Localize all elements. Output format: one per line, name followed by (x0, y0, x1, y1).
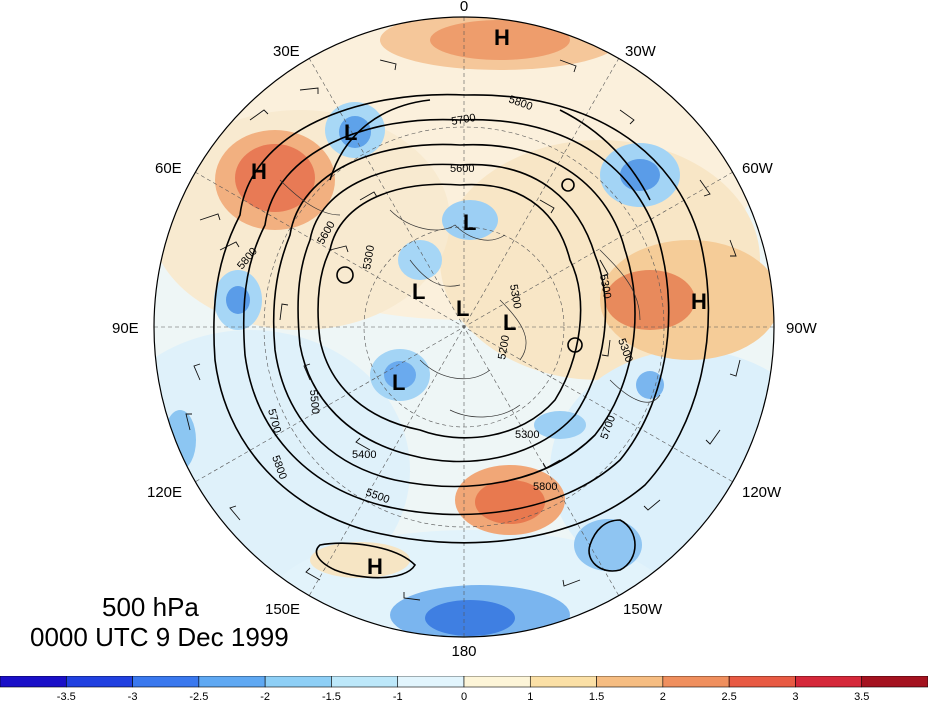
low-center: L (392, 370, 405, 395)
colorbar-box (662, 676, 730, 688)
contour-label: 5400 (352, 449, 376, 461)
map-border (153, 16, 775, 638)
low-center: L (463, 210, 476, 235)
lon-label-150e: 150E (265, 601, 300, 618)
low-center: L (456, 296, 469, 321)
pressure-centers: H H H H L L L L L L (251, 25, 707, 579)
high-center: H (691, 289, 707, 314)
colorbar-tick-label: 1 (527, 691, 533, 702)
contour-label: 5300 (597, 273, 613, 299)
colorbar-tick-label: 3.5 (854, 691, 869, 702)
colorbar-tick-label: -2 (260, 691, 270, 702)
colorbar-box (132, 676, 200, 688)
colorbar-box (264, 676, 332, 688)
lon-label-30w: 30W (625, 43, 657, 60)
colorbar-tick-label: 2.5 (721, 691, 736, 702)
colorbar-tick-label: 3 (792, 691, 798, 702)
contour-label: 5600 (450, 163, 474, 175)
coastlines (279, 179, 661, 418)
graticule (154, 17, 774, 637)
colorbar-box (0, 676, 67, 688)
low-center: L (344, 120, 357, 145)
wind-barbs (185, 59, 741, 601)
colorbar-box (331, 676, 399, 688)
colorbar-tick-label: 2 (660, 691, 666, 702)
colorbar-tick-label: 0 (461, 691, 467, 702)
colorbar-tick-label: -3.5 (57, 691, 76, 702)
lon-label-0: 0 (460, 0, 468, 15)
colorbar-tick-label: -1.5 (322, 691, 341, 702)
low-center: L (503, 310, 516, 335)
contour-label: 5500 (307, 389, 321, 414)
colorbar-box (596, 676, 664, 688)
colorbar-tick-labels: -3.5 -3 -2.5 -2 -1.5 -1 0 1 1.5 2 2.5 3 3.5 (57, 691, 870, 702)
colorbar: -3.5 -3 -2.5 -2 -1.5 -1 0 1 1.5 2 2.5 3 3.5 (0, 676, 928, 702)
colorbar-box (861, 676, 928, 688)
contour-label: 5300 (361, 244, 377, 270)
colorbar-tick-label: -1 (393, 691, 403, 702)
valid-time-title: 0000 UTC 9 Dec 1999 (30, 622, 289, 652)
lon-label-150w: 150W (623, 601, 663, 618)
colorbar-box (198, 676, 266, 688)
contour-label: 5700 (450, 112, 476, 128)
colorbar-tick-label: -3 (128, 691, 138, 702)
pressure-level-title: 500 hPa (102, 592, 199, 622)
lon-label-60e: 60E (155, 160, 182, 177)
lon-label-30e: 30E (273, 43, 300, 60)
colorbar-box (463, 676, 531, 688)
longitude-labels: 0 30W 60W 90W 120W 150W 180 150E 120E 90… (112, 0, 818, 660)
high-center: H (251, 159, 267, 184)
lon-label-90e: 90E (112, 320, 139, 337)
colorbar-box (65, 676, 133, 688)
contour-label: 5300 (507, 283, 523, 309)
high-center: H (367, 554, 383, 579)
colorbar-box (529, 676, 597, 688)
colorbar-tick-label: -2.5 (189, 691, 208, 702)
colorbar-box (728, 676, 796, 688)
lon-label-180: 180 (451, 643, 476, 660)
colorbar-tick-label: 1.5 (589, 691, 604, 702)
lon-label-60w: 60W (742, 160, 774, 177)
low-center: L (412, 279, 425, 304)
contour-label: 5800 (533, 481, 557, 493)
colorbar-box (397, 676, 465, 688)
height-contours (213, 93, 710, 579)
lon-label-120w: 120W (742, 484, 782, 501)
colorbar-boxes (0, 676, 928, 688)
lon-label-90w: 90W (786, 320, 818, 337)
colorbar-box (795, 676, 863, 688)
contour-label: 5200 (496, 334, 512, 360)
contour-label: 5300 (515, 429, 539, 441)
lon-label-120e: 120E (147, 484, 182, 501)
high-center: H (494, 25, 510, 50)
